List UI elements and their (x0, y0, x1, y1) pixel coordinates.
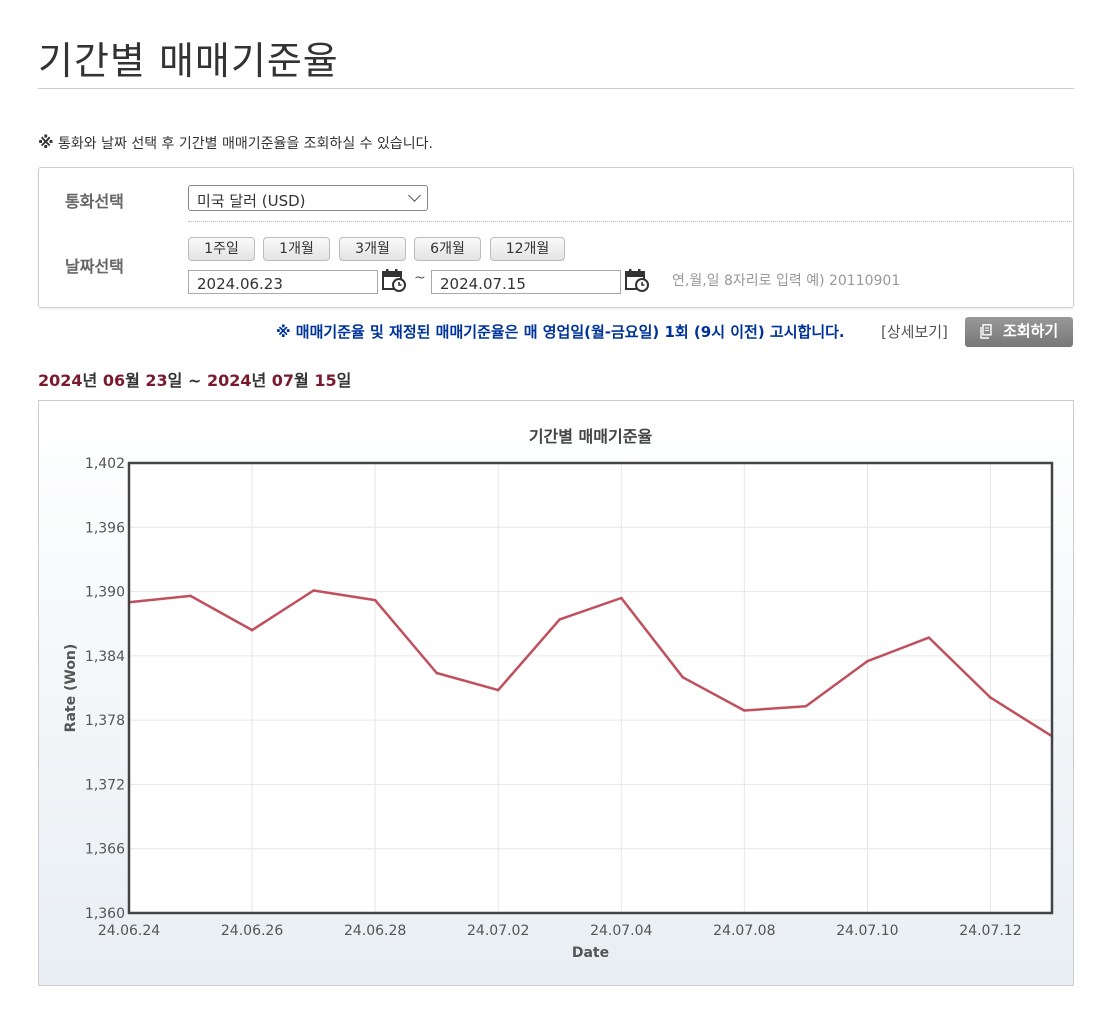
chevron-down-icon (408, 189, 421, 202)
search-button-label: 조회하기 (1003, 322, 1059, 340)
plot-frame (127, 461, 1054, 915)
data-point (496, 688, 500, 692)
range-start-day: 23 (145, 371, 168, 390)
data-point (866, 659, 869, 663)
period-6month-button[interactable]: 6개월 (414, 237, 481, 261)
notice-mark: ※ (38, 133, 54, 152)
range-unit: 년 (82, 371, 103, 390)
data-point (250, 628, 254, 632)
title-divider (38, 88, 1074, 89)
data-point (989, 696, 992, 699)
date-format-hint: 연,월,일 8자리로 입력 예) 20110901 (672, 273, 901, 289)
x-axis-title: Date (572, 945, 609, 961)
data-point (927, 636, 931, 639)
calendar-icon[interactable] (382, 268, 406, 292)
currency-label: 통화선택 (65, 192, 124, 211)
end-date-input[interactable]: 2024.07.15 (431, 270, 621, 294)
x-tick-label: 24.07.02 (467, 923, 529, 939)
calendar-icon[interactable] (625, 268, 649, 292)
date-range-summary: 2024년 06월 23일 ~ 2024년 07월 15일 (38, 367, 351, 391)
announcement-text: ※ 매매기준율 및 재정된 매매기준율은 매 영업일(월-금요일) 1회 (9시… (276, 323, 845, 341)
rate-chart-panel: 1,360 1,366 1,372 1,378 1,384 1,390 1,396 1,402… (38, 400, 1074, 986)
rate-series-line (128, 589, 1053, 738)
range-end-month: 07 (271, 371, 295, 390)
date-range-separator: ~ (414, 270, 426, 286)
period-12month-button[interactable]: 12개월 (490, 237, 565, 261)
x-tick-label: 24.06.28 (344, 923, 406, 939)
period-1month-button[interactable]: 1개월 (263, 237, 330, 261)
start-date-input[interactable]: 2024.06.23 (188, 270, 378, 294)
range-unit: 월 (125, 371, 146, 390)
range-unit: 월 (294, 371, 315, 390)
data-point (373, 598, 377, 602)
y-axis-title: Rate (Won) (63, 644, 79, 733)
y-tick-label: 1,396 (85, 520, 125, 536)
chart-title: 기간별 매매기준율 (529, 427, 653, 446)
data-point (804, 704, 808, 708)
notice-text: 통화와 날짜 선택 후 기간별 매매기준율을 조회하실 수 있습니다. (58, 136, 433, 152)
y-tick-label: 1,378 (85, 713, 125, 729)
x-tick-label: 24.07.04 (590, 923, 652, 939)
x-tick-label: 24.07.08 (713, 923, 775, 939)
currency-select-value: 미국 달러 (USD) (197, 192, 306, 210)
range-start-month: 06 (102, 371, 126, 390)
document-icon (980, 324, 992, 339)
period-1week-button[interactable]: 1주일 (188, 237, 255, 261)
data-point (435, 671, 438, 675)
data-point (681, 675, 685, 679)
x-tick-label: 24.06.24 (98, 923, 160, 939)
data-point (558, 618, 562, 621)
x-tick-label: 24.07.12 (959, 923, 1021, 939)
row-divider (188, 221, 1072, 222)
notice: ※ 통화와 날짜 선택 후 기간별 매매기준율을 조회하실 수 있습니다. (38, 133, 433, 153)
detail-link[interactable]: [상세보기] (881, 323, 948, 341)
data-point (312, 589, 315, 592)
search-button[interactable]: 조회하기 (965, 317, 1073, 347)
y-tick-label: 1,372 (85, 777, 125, 793)
data-point (619, 596, 623, 600)
plot-area (129, 463, 1052, 913)
y-tick-label: 1,402 (85, 456, 125, 472)
x-tick-label: 24.06.26 (221, 923, 283, 939)
data-point (743, 709, 746, 712)
range-unit: 일 ~ (167, 371, 207, 390)
period-3month-button[interactable]: 3개월 (339, 237, 406, 261)
filter-panel: 통화선택 미국 달러 (USD) 날짜선택 1주일 1개월 3개월 6개월 12… (38, 167, 1074, 308)
range-unit: 일 (336, 371, 352, 390)
y-tick-label: 1,384 (85, 649, 125, 665)
date-label: 날짜선택 (65, 257, 124, 276)
data-point (189, 594, 192, 598)
x-tick-label: 24.07.10 (836, 923, 898, 939)
range-end-day: 15 (314, 371, 337, 390)
range-unit: 년 (251, 371, 272, 390)
y-tick-label: 1,366 (85, 842, 125, 858)
currency-select[interactable]: 미국 달러 (USD) (188, 185, 428, 211)
rate-chart: 1,360 1,366 1,372 1,378 1,384 1,390 1,396 1,402… (63, 427, 1054, 961)
range-end-year: 2024 (206, 371, 252, 390)
y-tick-label: 1,360 (85, 906, 125, 922)
range-start-year: 2024 (38, 371, 83, 390)
page-title: 기간별 매매기준율 (38, 39, 339, 83)
y-tick-label: 1,390 (85, 585, 125, 601)
